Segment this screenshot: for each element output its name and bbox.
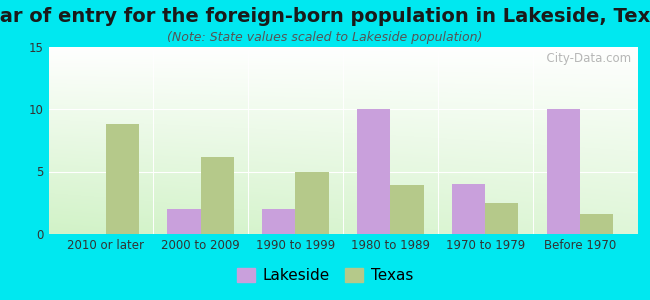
Bar — [201, 157, 234, 234]
Legend: Lakeside, Texas: Lakeside, Texas — [231, 262, 419, 290]
Bar — [547, 109, 580, 234]
Bar — [580, 214, 614, 234]
Bar — [452, 184, 485, 234]
Bar — [357, 109, 390, 234]
Bar — [106, 124, 139, 234]
Text: City-Data.com: City-Data.com — [539, 52, 631, 65]
Bar — [390, 185, 424, 234]
Bar — [262, 209, 296, 234]
Bar — [485, 203, 519, 234]
Bar — [167, 209, 201, 234]
Bar — [296, 172, 329, 234]
Text: (Note: State values scaled to Lakeside population): (Note: State values scaled to Lakeside p… — [167, 32, 483, 44]
Text: Year of entry for the foreign-born population in Lakeside, Texas: Year of entry for the foreign-born popul… — [0, 8, 650, 26]
